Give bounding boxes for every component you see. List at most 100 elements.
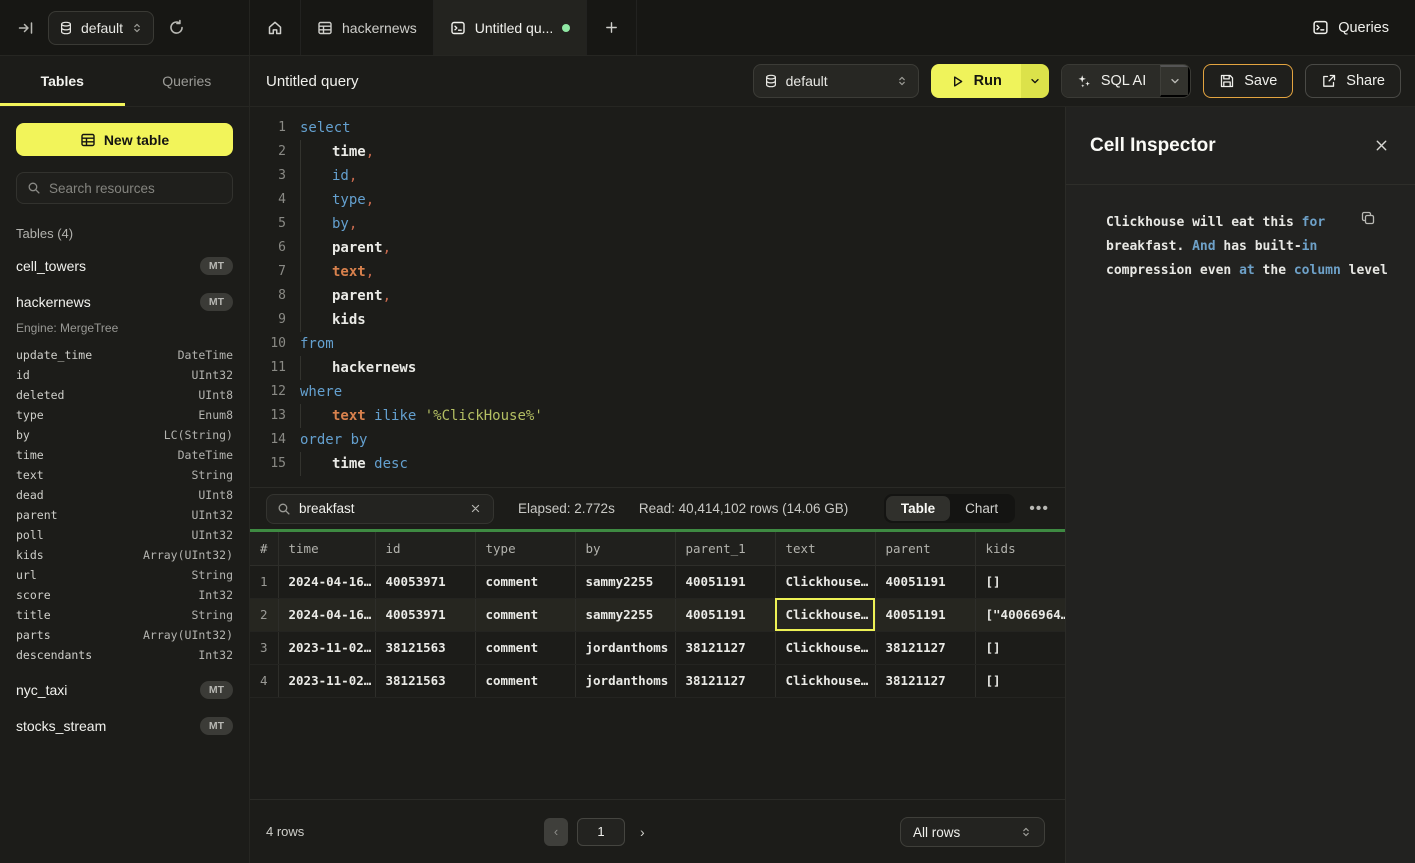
more-options-button[interactable]: ••• <box>1029 500 1049 518</box>
table-cell[interactable]: comment <box>475 631 576 665</box>
run-options-button[interactable] <box>1020 64 1049 98</box>
table-cell[interactable]: Clickhouse… <box>775 565 876 599</box>
table-cell[interactable]: 40051191 <box>675 565 776 599</box>
table-cell[interactable]: 38121127 <box>675 631 776 665</box>
column-row: text String <box>16 465 233 485</box>
tab-hackernews[interactable]: hackernews <box>301 0 434 55</box>
table-cell[interactable]: Clickhouse… <box>775 664 876 698</box>
table-cell[interactable]: 2024-04-16… <box>278 598 376 632</box>
table-cell[interactable]: 40051191 <box>875 565 976 599</box>
results-search <box>266 493 494 524</box>
topbar-database-selector[interactable]: default <box>48 10 155 45</box>
table-cell[interactable]: 38121127 <box>875 631 976 665</box>
row-number[interactable]: 1 <box>250 565 279 599</box>
sidebar-collapse-button[interactable] <box>14 16 38 40</box>
chevron-right-icon: › <box>640 823 645 840</box>
save-button[interactable]: Save <box>1203 64 1294 98</box>
next-page-button[interactable]: › <box>634 824 651 840</box>
chevron-down-icon <box>1029 75 1041 87</box>
line-code: order by <box>300 428 367 452</box>
table-cell[interactable]: [] <box>975 565 1065 599</box>
table-cell[interactable]: 40053971 <box>375 565 476 599</box>
page-size-selector[interactable]: All rows <box>900 817 1045 847</box>
column-header-by[interactable]: by <box>575 532 676 566</box>
column-header-type[interactable]: type <box>475 532 576 566</box>
column-header-#[interactable]: # <box>250 532 279 566</box>
results-search-input[interactable] <box>299 501 460 516</box>
row-number[interactable]: 2 <box>250 598 279 632</box>
table-cell[interactable]: 40053971 <box>375 598 476 632</box>
header-row: # time id type by parent_1 text parent kids <box>250 532 1065 566</box>
table-row: 3 2023-11-02… 38121563 comment jordanthoms 38… <box>250 631 1065 665</box>
table-cell[interactable]: [] <box>975 631 1065 665</box>
sql-editor[interactable]: 1 select 2 time, 3 id, 4 type, 5 by, 6 parent, 7 text… <box>250 107 1065 488</box>
table-cell[interactable]: 38121563 <box>375 664 476 698</box>
table-cell[interactable]: Clickhouse… <box>775 598 876 632</box>
page-size-label: All rows <box>913 824 961 840</box>
row-number[interactable]: 3 <box>250 631 279 665</box>
close-icon <box>470 503 481 514</box>
table-cell[interactable]: 40051191 <box>875 598 976 632</box>
table-cell[interactable]: comment <box>475 664 576 698</box>
column-header-text[interactable]: text <box>775 532 876 566</box>
run-button[interactable]: Run <box>930 64 1021 98</box>
view-toggle-table[interactable]: Table <box>885 496 951 521</box>
code-token: order by <box>300 432 368 448</box>
sidebar-table-hackernews[interactable]: hackernews MT <box>16 291 233 313</box>
sidebar-table-cell_towers[interactable]: cell_towers MT <box>16 255 233 277</box>
view-toggle-chart[interactable]: Chart <box>950 496 1013 521</box>
sidebar-table-nyc_taxi[interactable]: nyc_taxi MT <box>16 679 233 701</box>
column-header-parent_1[interactable]: parent_1 <box>675 532 776 566</box>
table-cell[interactable]: 38121563 <box>375 631 476 665</box>
sidebar-tab-queries[interactable]: Queries <box>125 56 250 106</box>
page-number-input[interactable] <box>577 817 625 846</box>
table-engine-badge: MT <box>199 293 233 311</box>
search-resources-input[interactable] <box>49 180 222 196</box>
sidebar-table-stocks_stream[interactable]: stocks_stream MT <box>16 715 233 737</box>
table-cell[interactable]: comment <box>475 598 576 632</box>
table-cell[interactable]: 40051191 <box>675 598 776 632</box>
table-cell[interactable]: [] <box>975 664 1065 698</box>
table-cell[interactable]: jordanthoms <box>575 631 676 665</box>
new-tab-button[interactable] <box>587 0 638 55</box>
table-cell[interactable]: sammy2255 <box>575 565 676 599</box>
table-cell[interactable]: 38121127 <box>675 664 776 698</box>
column-row: id UInt32 <box>16 365 233 385</box>
refresh-button[interactable] <box>164 15 189 40</box>
column-header-time[interactable]: time <box>278 532 376 566</box>
sql-ai-options-button[interactable] <box>1160 65 1191 97</box>
column-type: UInt32 <box>191 528 233 542</box>
tab-home[interactable] <box>250 0 301 55</box>
sql-ai-button[interactable]: SQL AI <box>1061 65 1161 97</box>
table-cell[interactable]: 2024-04-16… <box>278 565 376 599</box>
share-button[interactable]: Share <box>1305 64 1401 98</box>
editor-line: 2 time, <box>262 140 1065 164</box>
clear-search-button[interactable] <box>468 501 483 516</box>
table-cell[interactable]: comment <box>475 565 576 599</box>
code-token: , <box>365 144 375 160</box>
column-header-parent[interactable]: parent <box>875 532 976 566</box>
previous-page-button[interactable]: ‹ <box>544 817 568 846</box>
queries-button[interactable]: Queries <box>1312 19 1389 36</box>
close-inspector-button[interactable] <box>1374 138 1389 153</box>
row-number[interactable]: 4 <box>250 664 279 698</box>
table-cell[interactable]: 2023-11-02… <box>278 664 376 698</box>
new-table-button[interactable]: New table <box>16 123 233 156</box>
table-cell[interactable]: 38121127 <box>875 664 976 698</box>
table-name: hackernews <box>16 294 91 310</box>
line-code: parent, <box>300 284 391 308</box>
tab-untitled-query[interactable]: Untitled qu... <box>433 0 588 55</box>
column-header-kids[interactable]: kids <box>975 532 1065 566</box>
table-cell[interactable]: 2023-11-02… <box>278 631 376 665</box>
table-cell[interactable]: Clickhouse… <box>775 631 876 665</box>
table-cell[interactable]: ["40066964… <box>975 598 1065 632</box>
copy-cell-button[interactable] <box>1360 210 1376 226</box>
view-toggle: Table Chart <box>883 494 1016 523</box>
sidebar-tab-tables[interactable]: Tables <box>0 56 125 106</box>
column-name: type <box>16 408 44 422</box>
query-database-selector[interactable]: default <box>752 64 919 98</box>
column-header-id[interactable]: id <box>375 532 476 566</box>
code-token: , <box>382 288 392 304</box>
table-cell[interactable]: sammy2255 <box>575 598 676 632</box>
table-cell[interactable]: jordanthoms <box>575 664 676 698</box>
